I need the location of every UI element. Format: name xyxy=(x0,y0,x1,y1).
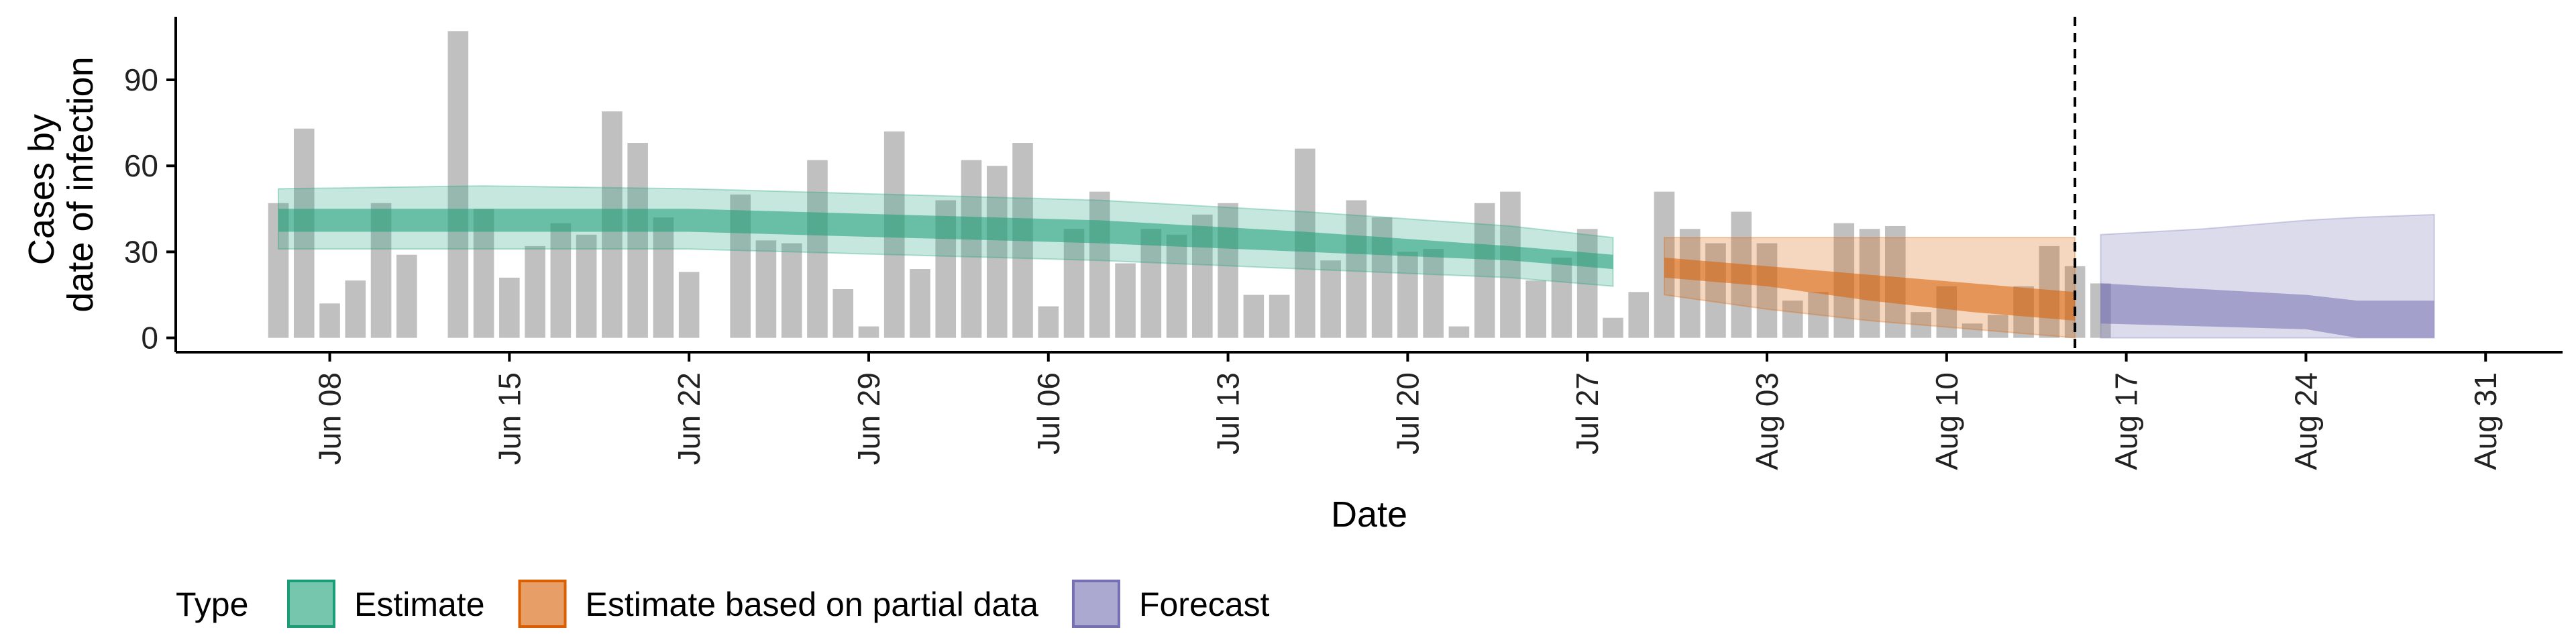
observed-bar xyxy=(1320,260,1341,338)
observed-bar xyxy=(319,303,340,338)
y-ticks: 0 30 60 90 xyxy=(124,62,176,356)
observed-bar xyxy=(1140,229,1162,338)
observed-bar xyxy=(1423,249,1444,338)
band-inner xyxy=(278,209,1613,270)
observed-bar xyxy=(1500,191,1521,338)
observed-bar xyxy=(1089,191,1110,338)
observed-bar xyxy=(1448,326,1470,338)
observed-bar xyxy=(1063,229,1085,338)
legend-title: Type xyxy=(176,586,248,623)
x-tick-label: Jun 15 xyxy=(492,372,527,465)
y-tick-label: 30 xyxy=(124,234,158,269)
y-axis-title-line-1: Cases by xyxy=(21,114,62,265)
y-axis-title-line-2: date of infection xyxy=(60,56,101,312)
observed-bar xyxy=(1474,203,1495,338)
x-ticks: Jun 08 Jun 15 Jun 22 Jun 29 Jul 06 Jul 13 Jul … xyxy=(313,352,2503,470)
observed-bar xyxy=(1679,229,1701,338)
observed-bar xyxy=(986,166,1008,338)
x-tick-label: Aug 31 xyxy=(2468,372,2503,470)
observed-bar xyxy=(1551,257,1572,338)
observed-bar xyxy=(627,143,648,338)
y-tick-label: 60 xyxy=(124,148,158,183)
observed-bar xyxy=(1346,200,1367,338)
observed-bar xyxy=(1115,263,1136,338)
observed-bar xyxy=(1988,315,2008,338)
x-tick-label: Aug 10 xyxy=(1929,372,1964,470)
observed-bar xyxy=(653,217,674,338)
observed-bar xyxy=(858,326,879,338)
y-axis-title: Cases by date of infection xyxy=(21,56,101,312)
observed-bar xyxy=(1782,301,1803,338)
observed-bar xyxy=(499,277,520,338)
observed-bar xyxy=(755,240,777,338)
x-tick-label: Jun 08 xyxy=(313,372,347,465)
x-tick-label: Aug 17 xyxy=(2109,372,2144,470)
observed-bar xyxy=(550,223,572,338)
y-tick-label: 90 xyxy=(124,62,158,97)
estimate-bands xyxy=(278,185,2435,339)
observed-bar xyxy=(1962,323,1983,338)
observed-bar xyxy=(833,288,854,338)
legend-swatch xyxy=(287,580,335,628)
observed-bar xyxy=(807,160,828,338)
x-tick-label: Aug 24 xyxy=(2288,372,2323,470)
observed-bar xyxy=(781,243,802,338)
band-inner xyxy=(1664,258,2076,321)
x-tick-label: Jul 13 xyxy=(1211,372,1246,455)
observed-bar xyxy=(1705,243,1726,338)
x-tick-label: Jul 27 xyxy=(1570,372,1605,455)
x-axis-title: Date xyxy=(1331,494,1407,535)
observed-bar xyxy=(525,246,545,338)
legend-swatch xyxy=(518,580,567,628)
legend-label: Estimate based on partial data xyxy=(586,586,1039,623)
observed-bar xyxy=(1911,312,1931,338)
observed-bar xyxy=(1218,203,1238,338)
observed-bar xyxy=(1756,243,1778,338)
x-tick-label: Jul 06 xyxy=(1031,372,1066,455)
observed-bar xyxy=(447,31,469,338)
observed-bar xyxy=(1628,292,1650,338)
observed-bar xyxy=(1525,280,1546,338)
observed-bar xyxy=(910,269,930,338)
x-tick-label: Jul 20 xyxy=(1390,372,1425,455)
observed-bar xyxy=(1397,252,1418,338)
band-inner xyxy=(2100,283,2434,338)
legend-label: Forecast xyxy=(1139,586,1270,623)
x-tick-label: Aug 03 xyxy=(1750,372,1784,470)
y-tick-label: 0 xyxy=(141,321,158,356)
observed-bar xyxy=(961,160,982,338)
observed-bar xyxy=(1038,306,1059,338)
legend-label: Estimate xyxy=(354,586,485,623)
observed-bar xyxy=(1166,234,1187,338)
observed-bar xyxy=(1269,294,1290,338)
observed-bar xyxy=(576,234,597,338)
observed-bar xyxy=(1603,317,1623,338)
x-tick-label: Jun 29 xyxy=(851,372,886,465)
observed-bar xyxy=(345,280,366,338)
observed-bar xyxy=(1243,294,1265,338)
observed-bar xyxy=(293,128,315,338)
legend: Type Estimate Estimate based on partial d… xyxy=(176,580,1270,628)
observed-bar xyxy=(678,272,700,338)
observed-bar xyxy=(1808,292,1829,338)
observed-bar xyxy=(1576,229,1598,338)
observed-bar xyxy=(396,254,417,338)
x-tick-label: Jun 22 xyxy=(672,372,706,465)
legend-swatch xyxy=(1071,580,1120,628)
